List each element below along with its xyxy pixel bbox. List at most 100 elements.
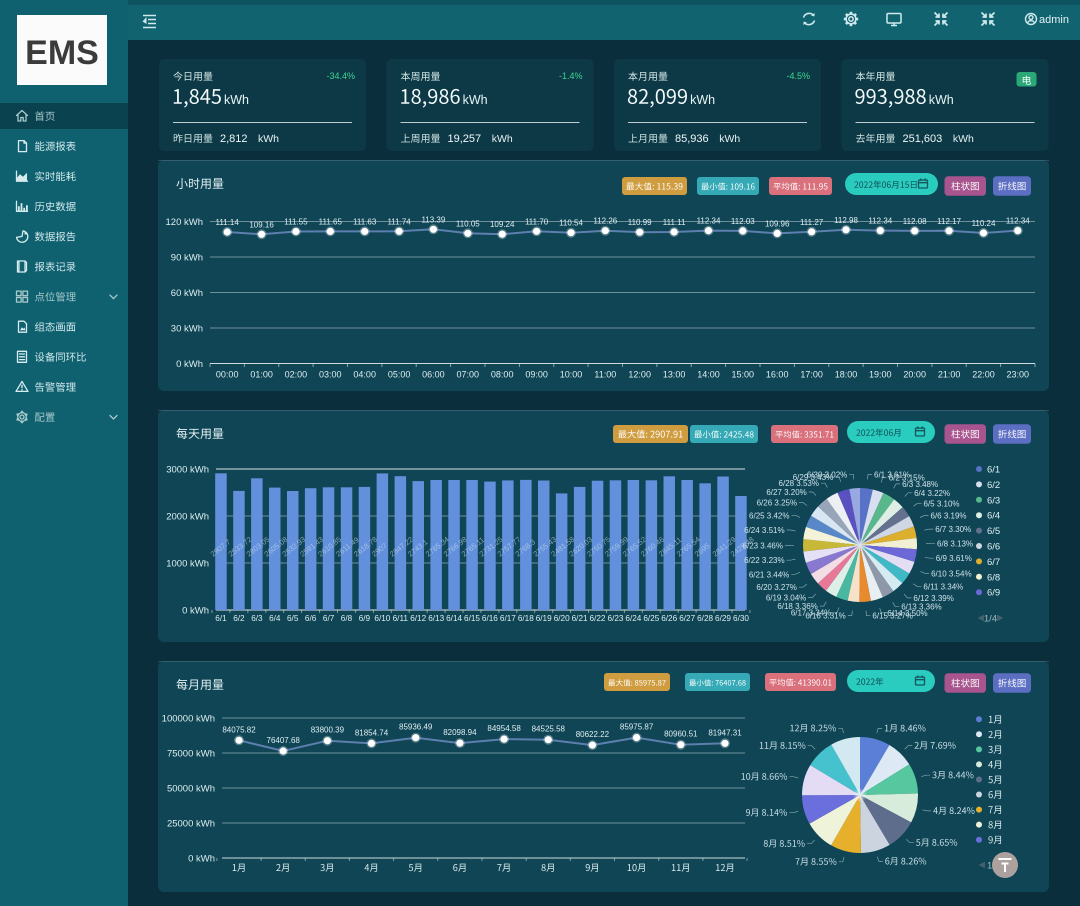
- svg-text:1/4: 1/4: [984, 614, 997, 625]
- svg-text:kWh: kWh: [463, 93, 488, 107]
- svg-text:10:00: 10:00: [560, 370, 583, 380]
- svg-text:2000 kWh: 2000 kWh: [166, 512, 209, 523]
- svg-text:109.16: 109.16: [249, 220, 274, 229]
- svg-text:kWh: kWh: [929, 93, 954, 107]
- svg-text:02:00: 02:00: [285, 370, 308, 380]
- svg-text:111.27: 111.27: [800, 218, 824, 227]
- svg-text:6/19 3.04%: 6/19 3.04%: [766, 594, 806, 603]
- svg-text:6/28: 6/28: [697, 614, 713, 623]
- svg-text:18:00: 18:00: [835, 370, 858, 380]
- svg-text:112.34: 112.34: [1006, 217, 1030, 226]
- svg-text:80622.22: 80622.22: [576, 730, 610, 739]
- svg-text:90 kWh: 90 kWh: [171, 253, 203, 264]
- svg-text:6/26 3.25%: 6/26 3.25%: [757, 499, 797, 508]
- svg-text:6/16: 6/16: [482, 614, 498, 623]
- svg-text:19:00: 19:00: [869, 370, 892, 380]
- svg-text:112.17: 112.17: [937, 217, 961, 226]
- svg-text:6/5 3.10%: 6/5 3.10%: [924, 499, 960, 508]
- svg-text:6/24 3.51%: 6/24 3.51%: [744, 526, 784, 535]
- svg-text:6/3: 6/3: [987, 495, 1000, 506]
- svg-text:6/4 3.22%: 6/4 3.22%: [914, 489, 950, 498]
- svg-text:6/21: 6/21: [572, 614, 588, 623]
- svg-text:6/27 3.20%: 6/27 3.20%: [766, 488, 806, 497]
- svg-text:6/22: 6/22: [590, 614, 606, 623]
- svg-text:0 kWh: 0 kWh: [188, 854, 215, 865]
- svg-text:6/17 3.34%: 6/17 3.34%: [791, 608, 831, 617]
- svg-text:76407.68: 76407.68: [267, 736, 301, 745]
- svg-text:03:00: 03:00: [319, 370, 342, 380]
- svg-text:110.99: 110.99: [628, 218, 652, 227]
- svg-text:6/18 3.36%: 6/18 3.36%: [777, 602, 817, 611]
- svg-text:6/30: 6/30: [733, 614, 749, 623]
- svg-text:6/15: 6/15: [464, 614, 480, 623]
- svg-text:109.96: 109.96: [765, 219, 790, 228]
- svg-text:6/9 3.61%: 6/9 3.61%: [936, 554, 972, 563]
- svg-text:100000 kWh: 100000 kWh: [162, 714, 215, 725]
- svg-text:15:00: 15:00: [732, 370, 755, 380]
- svg-text:kWh: kWh: [492, 133, 513, 145]
- svg-text:6/26: 6/26: [661, 614, 677, 623]
- svg-text:08:00: 08:00: [491, 370, 514, 380]
- svg-text:6/6: 6/6: [305, 614, 317, 623]
- svg-text:17:00: 17:00: [800, 370, 823, 380]
- svg-text:111.70: 111.70: [525, 217, 549, 226]
- svg-text:111.63: 111.63: [353, 217, 377, 226]
- svg-text:120 kWh: 120 kWh: [166, 217, 204, 228]
- svg-text:109.24: 109.24: [490, 220, 515, 229]
- svg-text:6/6 3.19%: 6/6 3.19%: [931, 511, 967, 520]
- svg-text:6/3 3.48%: 6/3 3.48%: [902, 480, 938, 489]
- svg-text:6/10: 6/10: [374, 614, 390, 623]
- svg-text:kWh: kWh: [690, 93, 715, 107]
- svg-text:6/17: 6/17: [500, 614, 516, 623]
- svg-text:kWh: kWh: [258, 133, 279, 145]
- svg-text:6/16 3.31%: 6/16 3.31%: [805, 612, 845, 621]
- svg-text:6/23 3.46%: 6/23 3.46%: [743, 541, 783, 550]
- svg-text:00:00: 00:00: [216, 370, 239, 380]
- svg-text:110.05: 110.05: [456, 219, 480, 228]
- svg-text:6/18: 6/18: [518, 614, 534, 623]
- svg-text:kWh: kWh: [719, 133, 740, 145]
- svg-text:11:00: 11:00: [594, 370, 616, 380]
- svg-text:6/25: 6/25: [643, 614, 659, 623]
- svg-text:60 kWh: 60 kWh: [171, 288, 203, 299]
- svg-text:6/15 3.27%: 6/15 3.27%: [872, 612, 912, 621]
- svg-text:6/8: 6/8: [987, 572, 1000, 583]
- svg-text:6/25 3.42%: 6/25 3.42%: [749, 511, 789, 520]
- svg-text:6/24: 6/24: [625, 614, 641, 623]
- svg-text:6/1: 6/1: [215, 614, 227, 623]
- svg-text:-4.5%: -4.5%: [786, 71, 810, 81]
- svg-text:111.55: 111.55: [284, 218, 308, 227]
- svg-text:3000 kWh: 3000 kWh: [166, 465, 209, 476]
- svg-text:06:00: 06:00: [422, 370, 445, 380]
- svg-text:23:00: 23:00: [1007, 370, 1030, 380]
- svg-text:6/28 3.53%: 6/28 3.53%: [779, 479, 819, 488]
- svg-text:admin: admin: [1039, 14, 1069, 26]
- svg-text:111.14: 111.14: [216, 218, 240, 227]
- svg-text:6/23: 6/23: [608, 614, 624, 623]
- svg-text:07:00: 07:00: [457, 370, 480, 380]
- svg-text:kWh: kWh: [224, 93, 249, 107]
- svg-text:6/30 3.02%: 6/30 3.02%: [807, 470, 847, 479]
- svg-text:21:00: 21:00: [938, 370, 961, 380]
- svg-text:6/6: 6/6: [987, 542, 1000, 553]
- svg-text:6/7 3.30%: 6/7 3.30%: [935, 525, 971, 534]
- svg-text:EMS: EMS: [25, 34, 99, 72]
- svg-text:50000 kWh: 50000 kWh: [167, 784, 215, 795]
- svg-text:1/: 1/: [987, 861, 995, 872]
- svg-text:6/4: 6/4: [987, 511, 1000, 522]
- svg-text:82098.94: 82098.94: [443, 728, 477, 737]
- svg-text:111.65: 111.65: [319, 217, 343, 226]
- svg-text:85,936: 85,936: [675, 133, 709, 145]
- svg-text:22:00: 22:00: [972, 370, 995, 380]
- svg-text:6/22 3.23%: 6/22 3.23%: [744, 556, 784, 565]
- svg-text:-1.4%: -1.4%: [559, 71, 583, 81]
- svg-text:6/9: 6/9: [987, 588, 1000, 599]
- svg-text:6/11 3.34%: 6/11 3.34%: [923, 583, 963, 592]
- svg-text:1000 kWh: 1000 kWh: [166, 559, 209, 570]
- svg-text:6/7: 6/7: [987, 557, 1000, 568]
- svg-text:2,812: 2,812: [220, 133, 248, 145]
- svg-text:6/20 3.27%: 6/20 3.27%: [756, 583, 796, 592]
- svg-text:80960.51: 80960.51: [664, 730, 698, 739]
- svg-text:6/12: 6/12: [410, 614, 426, 623]
- svg-text:112.08: 112.08: [903, 217, 927, 226]
